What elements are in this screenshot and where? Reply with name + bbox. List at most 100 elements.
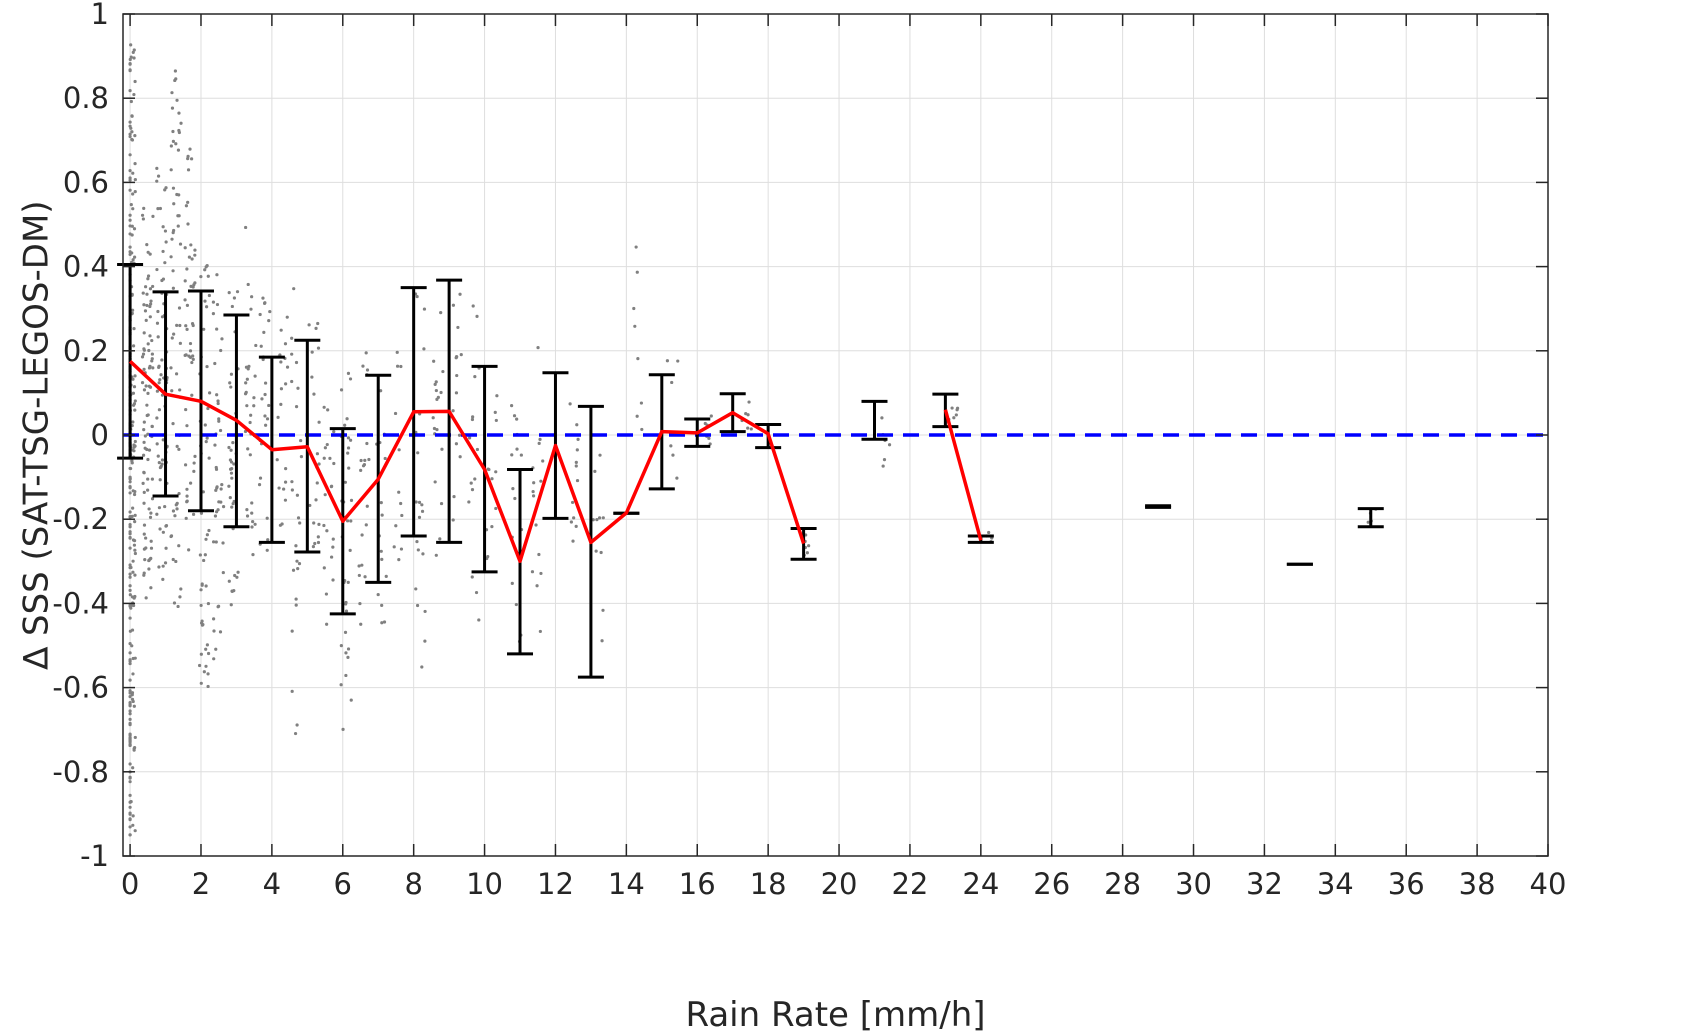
- scatter-point: [211, 300, 216, 304]
- scatter-point: [216, 508, 220, 512]
- scatter-point: [236, 570, 240, 574]
- scatter-point: [128, 776, 132, 780]
- scatter-point: [128, 68, 132, 72]
- scatter-point: [163, 504, 167, 509]
- scatter-point: [163, 229, 168, 233]
- scatter-point: [128, 218, 132, 222]
- scatter-point: [474, 590, 479, 595]
- scatter-point: [436, 395, 440, 399]
- scatter-point: [128, 486, 132, 490]
- scatter-point: [670, 380, 674, 385]
- scatter-point: [439, 390, 443, 395]
- scatter-point: [227, 484, 231, 488]
- scatter-point: [229, 385, 233, 389]
- scatter-point: [129, 203, 133, 207]
- x-tick-label: 38: [1459, 867, 1496, 901]
- scatter-point: [130, 628, 135, 632]
- scatter-point: [155, 179, 159, 183]
- scatter-point: [129, 126, 133, 130]
- scatter-point: [415, 603, 420, 608]
- scatter-point: [519, 453, 523, 457]
- scatter-point: [142, 490, 146, 494]
- scatter-point: [887, 443, 892, 447]
- scatter-point: [400, 513, 404, 518]
- scatter-point: [253, 374, 257, 378]
- scatter-point: [142, 453, 146, 457]
- scatter-point: [326, 408, 330, 412]
- scatter-point: [190, 157, 194, 161]
- scatter-point: [155, 389, 159, 393]
- scatter-point: [458, 292, 462, 296]
- scatter-point: [130, 644, 134, 648]
- scatter-point: [215, 393, 219, 397]
- scatter-point: [211, 540, 216, 544]
- scatter-point: [184, 516, 188, 520]
- scatter-point: [186, 222, 190, 226]
- scatter-point: [315, 452, 320, 456]
- scatter-point: [278, 523, 283, 527]
- x-tick-label: 4: [263, 867, 281, 901]
- scatter-point: [160, 358, 164, 362]
- scatter-point: [434, 380, 438, 384]
- scatter-point: [541, 459, 545, 463]
- scatter-point: [235, 575, 239, 579]
- scatter-point: [149, 586, 153, 590]
- scatter-point: [420, 509, 425, 513]
- scatter-point: [451, 409, 455, 413]
- scatter-point: [600, 639, 604, 643]
- scatter-point: [128, 721, 132, 725]
- scatter-point: [185, 494, 189, 498]
- scatter-point: [536, 346, 540, 350]
- scatter-point: [570, 500, 575, 505]
- scatter-point: [339, 388, 344, 392]
- scatter-point: [142, 501, 146, 505]
- scatter-point: [141, 217, 145, 221]
- scatter-point: [510, 404, 514, 408]
- scatter-point: [128, 250, 132, 254]
- scatter-point: [128, 593, 132, 597]
- scatter-point: [221, 570, 225, 575]
- scatter-point: [190, 360, 194, 365]
- scatter-point: [325, 622, 329, 626]
- scatter-point: [205, 436, 209, 440]
- scatter-point: [348, 548, 352, 552]
- scatter-point: [510, 453, 514, 457]
- scatter-point: [314, 498, 318, 502]
- x-tick-label: 28: [1104, 867, 1141, 901]
- scatter-point: [471, 415, 475, 419]
- scatter-point: [514, 602, 518, 607]
- scatter-point: [263, 301, 267, 305]
- scatter-point: [671, 453, 675, 457]
- scatter-point: [159, 373, 163, 377]
- scatter-point: [283, 480, 288, 484]
- scatter-point: [310, 350, 314, 354]
- scatter-point: [458, 455, 462, 459]
- scatter-point: [146, 277, 150, 281]
- scatter-point: [199, 603, 203, 608]
- scatter-point: [259, 344, 263, 348]
- scatter-point: [184, 324, 188, 328]
- scatter-point: [490, 477, 494, 481]
- scatter-point: [279, 387, 284, 391]
- y-tick-label: -0.4: [52, 586, 109, 620]
- scatter-point: [129, 565, 133, 570]
- scatter-point: [207, 293, 211, 298]
- scatter-point: [131, 814, 135, 818]
- scatter-point: [133, 548, 137, 552]
- scatter-point: [146, 274, 151, 278]
- scatter-point: [149, 299, 153, 303]
- scatter-point: [164, 523, 169, 528]
- scatter-point: [131, 171, 135, 175]
- scatter-point: [432, 426, 437, 431]
- scatter-point: [494, 506, 498, 511]
- scatter-point: [150, 359, 154, 363]
- scatter-point: [178, 341, 182, 345]
- scatter-point: [591, 518, 595, 522]
- scatter-point: [128, 817, 132, 821]
- scatter-point: [150, 424, 154, 429]
- scatter-point: [142, 331, 146, 335]
- scatter-point: [164, 240, 168, 244]
- scatter-point: [173, 69, 177, 73]
- scatter-point: [292, 287, 296, 291]
- scatter-point: [128, 641, 132, 646]
